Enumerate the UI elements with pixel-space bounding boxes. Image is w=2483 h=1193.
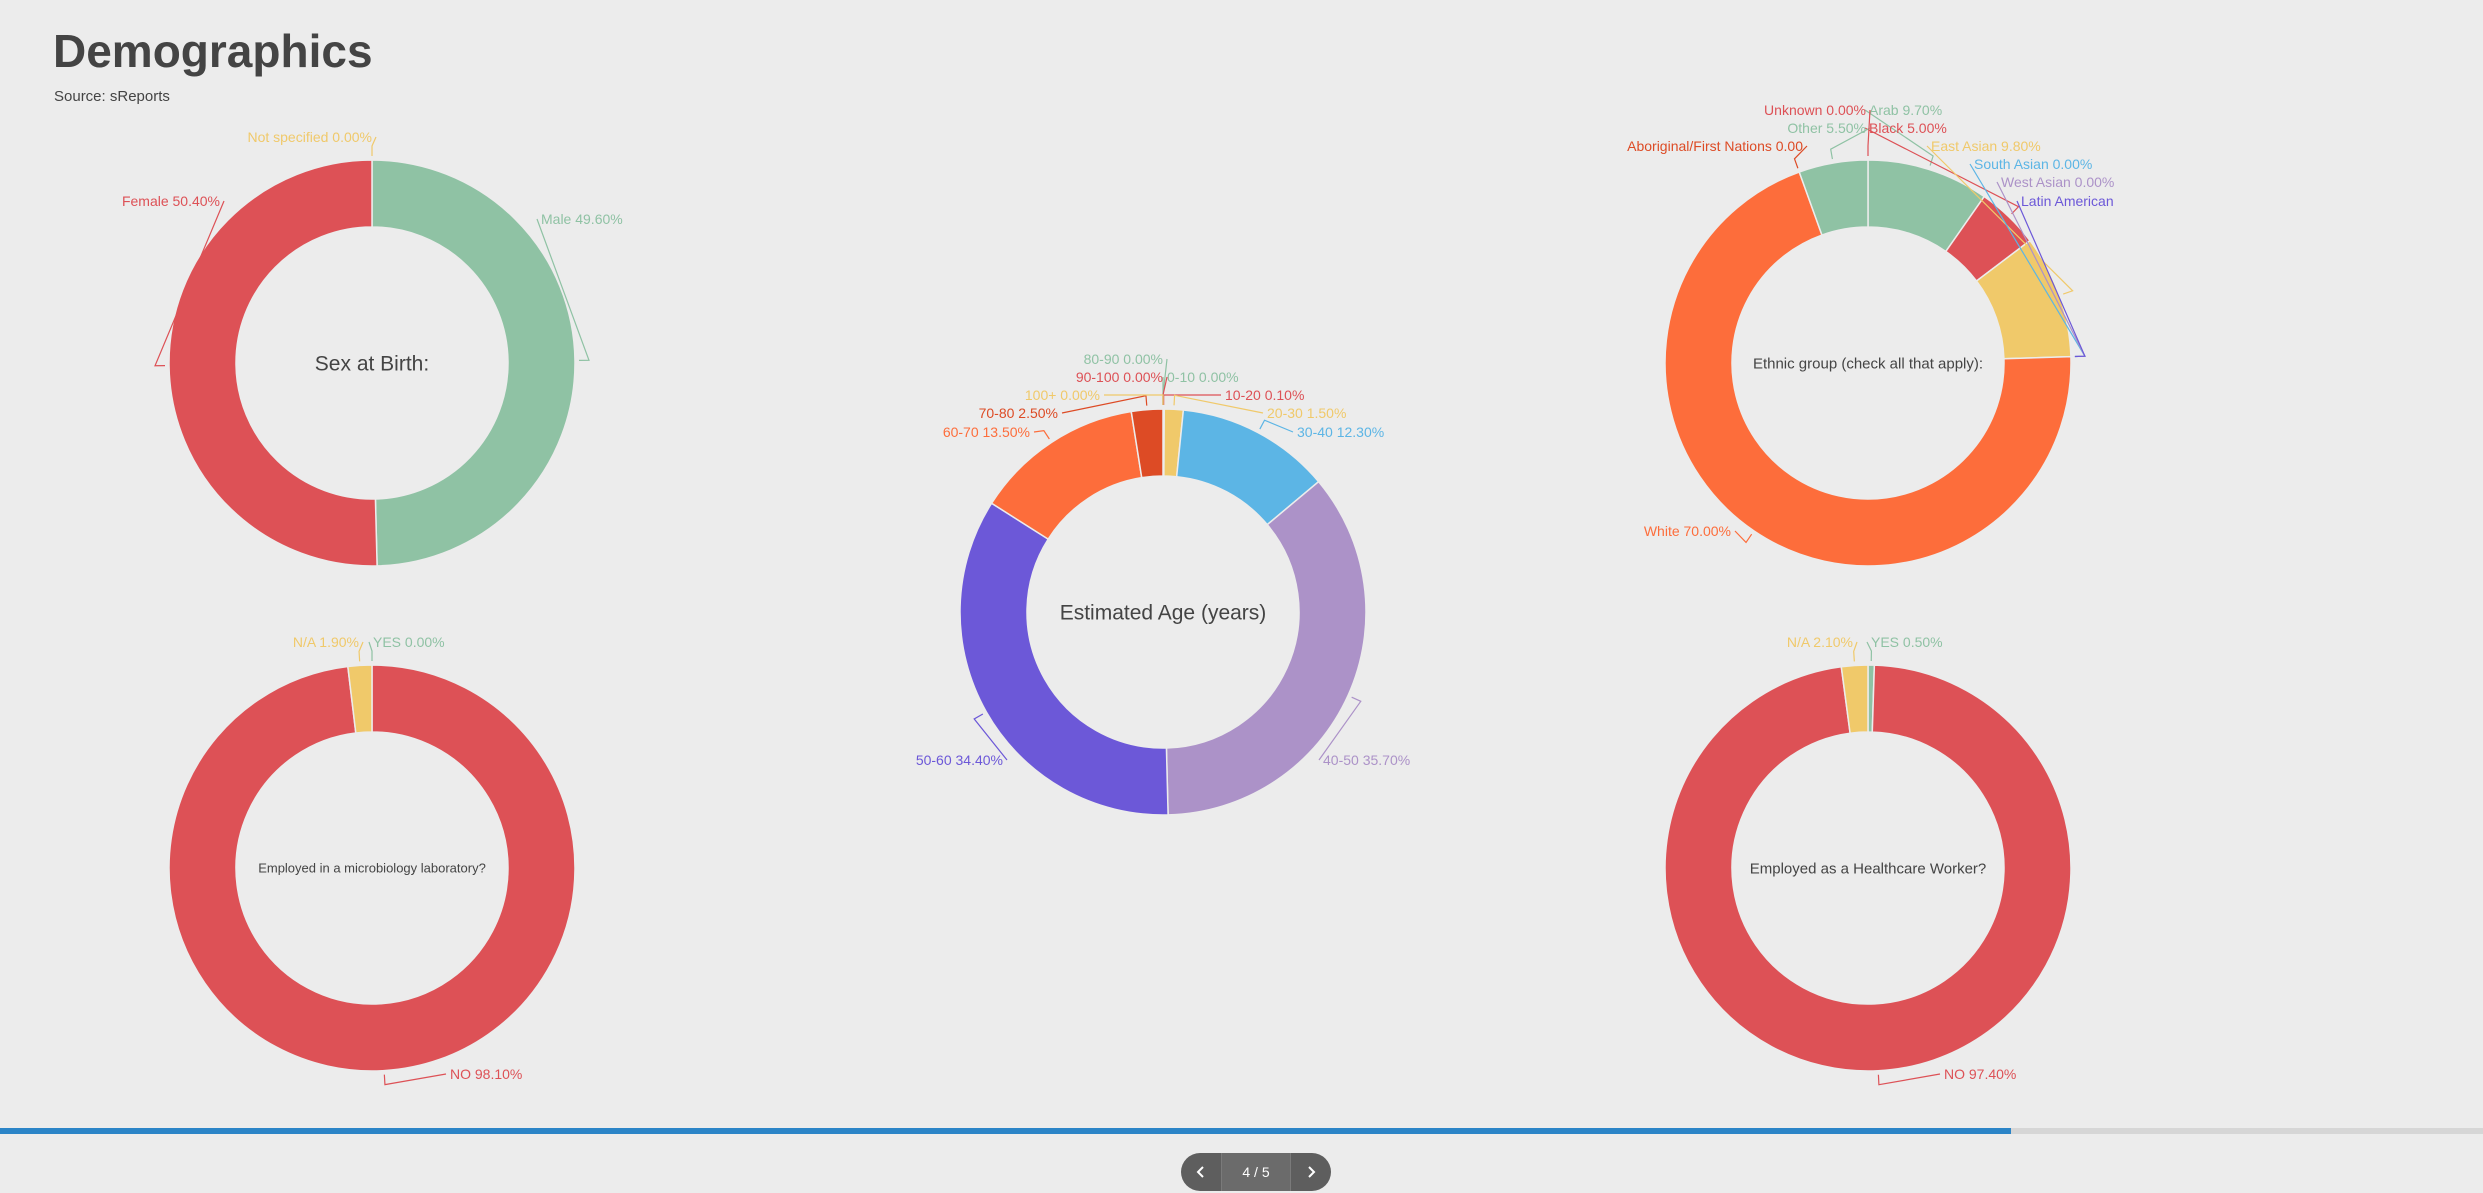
- label-age-5: 50-60 34.40%: [916, 752, 1003, 768]
- slice-micro-2[interactable]: [346, 664, 373, 734]
- chevron-left-icon: [1196, 1166, 1204, 1178]
- pager: 4 / 5: [1181, 1153, 1331, 1191]
- connector-sex-1: [154, 200, 225, 367]
- label-ethnic-5: Latin American: [2021, 193, 2114, 209]
- page-source: Source: sReports: [54, 88, 170, 105]
- slice-ethnic-8[interactable]: [1798, 159, 1869, 236]
- prev-page-button[interactable]: [1181, 1153, 1221, 1191]
- label-age-0: 0-10 0.00%: [1167, 369, 1239, 385]
- connector-ethnic-8: [1830, 127, 1871, 160]
- label-hcw-1: NO 97.40%: [1944, 1066, 2016, 1082]
- slice-hcw-2[interactable]: [1840, 664, 1869, 735]
- connector-age-2: [1173, 394, 1264, 414]
- connector-ethnic-6: [1734, 530, 1753, 544]
- slice-age-5[interactable]: [959, 502, 1169, 816]
- center-label-sex: Sex at Birth:: [315, 352, 429, 375]
- label-ethnic-1: Black 5.00%: [1869, 120, 1947, 136]
- connector-age-7: [1061, 394, 1148, 414]
- connector-age-6: [1033, 429, 1050, 440]
- center-label-micro: Employed in a microbiology laboratory?: [258, 861, 486, 876]
- connector-micro-0: [368, 641, 373, 661]
- chart-micro: YES 0.00% NO 98.10% N/A 1.90% Employed in a…: [168, 634, 576, 1086]
- charts-canvas: Male 49.60% Female 50.40% Not specified 0.…: [122, 102, 2114, 1086]
- connector-age-3: [1259, 419, 1294, 433]
- label-micro-1: NO 98.10%: [450, 1066, 522, 1082]
- connector-age-5: [973, 713, 1008, 761]
- connector-hcw-0: [1866, 641, 1873, 662]
- label-hcw-2: N/A 2.10%: [1787, 634, 1853, 650]
- label-age-9: 90-100 0.00%: [1076, 369, 1163, 385]
- connector-age-4: [1318, 696, 1362, 761]
- connector-micro-1: [383, 1073, 447, 1086]
- slice-sex-1[interactable]: [168, 159, 378, 567]
- label-ethnic-3: South Asian 0.00%: [1974, 156, 2092, 172]
- page-indicator: 4 / 5: [1221, 1153, 1291, 1191]
- next-page-button[interactable]: [1291, 1153, 1331, 1191]
- label-ethnic-6: White 70.00%: [1644, 523, 1731, 539]
- slice-hcw-1[interactable]: [1664, 664, 2072, 1072]
- label-age-7: 70-80 2.50%: [979, 405, 1058, 421]
- label-sex-0: Male 49.60%: [541, 211, 623, 227]
- label-age-8: 80-90 0.00%: [1084, 351, 1163, 367]
- connector-sex-0: [536, 218, 590, 361]
- connector-age-10: [1104, 394, 1164, 405]
- label-ethnic-2: East Asian 9.80%: [1931, 138, 2041, 154]
- label-ethnic-8: Other 5.50%: [1787, 120, 1866, 136]
- label-sex-1: Female 50.40%: [122, 193, 220, 209]
- label-sex-2: Not specified 0.00%: [247, 129, 372, 145]
- connector-ethnic-7: [1793, 145, 1808, 169]
- connector-ethnic-2: [1926, 145, 2074, 295]
- progress-track: [0, 1128, 2483, 1134]
- slice-age-4[interactable]: [1165, 480, 1367, 816]
- chart-sex: Male 49.60% Female 50.40% Not specified 0.…: [122, 129, 623, 567]
- progress-fill: [0, 1128, 2012, 1134]
- chart-ethnic: Arab 9.70% Black 5.00% East Asian 9.80% Sou…: [1627, 102, 2114, 567]
- label-age-2: 20-30 1.50%: [1267, 405, 1346, 421]
- center-label-ethnic: Ethnic group (check all that apply):: [1753, 355, 1983, 372]
- center-label-hcw: Employed as a Healthcare Worker?: [1750, 860, 1987, 877]
- label-ethnic-7: Aboriginal/First Nations 0.00: [1627, 138, 1803, 154]
- slice-sex-0[interactable]: [371, 159, 576, 567]
- label-ethnic-4: West Asian 0.00%: [2001, 174, 2114, 190]
- label-age-3: 30-40 12.30%: [1297, 424, 1384, 440]
- chart-age: 0-10 0.00% 10-20 0.10% 20-30 1.50% 30-40 12…: [916, 351, 1410, 816]
- slice-micro-1[interactable]: [168, 664, 576, 1072]
- label-ethnic-0: Arab 9.70%: [1869, 102, 1942, 118]
- slice-age-7[interactable]: [1130, 408, 1164, 479]
- connector-hcw-1: [1877, 1073, 1941, 1086]
- connector-hcw-2: [1853, 641, 1858, 662]
- connector-micro-2: [358, 641, 364, 662]
- chevron-right-icon: [1308, 1166, 1316, 1178]
- connector-ethnic-9: [1867, 109, 1871, 156]
- slice-ethnic-6[interactable]: [1664, 171, 2072, 567]
- connector-sex-2: [371, 136, 377, 156]
- label-age-4: 40-50 35.70%: [1323, 752, 1410, 768]
- label-age-10: 100+ 0.00%: [1025, 387, 1100, 403]
- label-micro-2: N/A 1.90%: [293, 634, 359, 650]
- label-hcw-0: YES 0.50%: [1871, 634, 1943, 650]
- label-age-6: 60-70 13.50%: [943, 424, 1030, 440]
- label-ethnic-9: Unknown 0.00%: [1764, 102, 1866, 118]
- center-label-age: Estimated Age (years): [1060, 601, 1267, 624]
- connector-ethnic-1: [1864, 127, 2020, 215]
- connector-age-1: [1163, 394, 1222, 406]
- label-micro-0: YES 0.00%: [373, 634, 445, 650]
- page-title: Demographics: [53, 25, 373, 77]
- chart-hcw: YES 0.50% NO 97.40% N/A 2.10% Employed as a…: [1664, 634, 2072, 1086]
- connector-ethnic-5: [2016, 200, 2086, 358]
- label-age-1: 10-20 0.10%: [1225, 387, 1304, 403]
